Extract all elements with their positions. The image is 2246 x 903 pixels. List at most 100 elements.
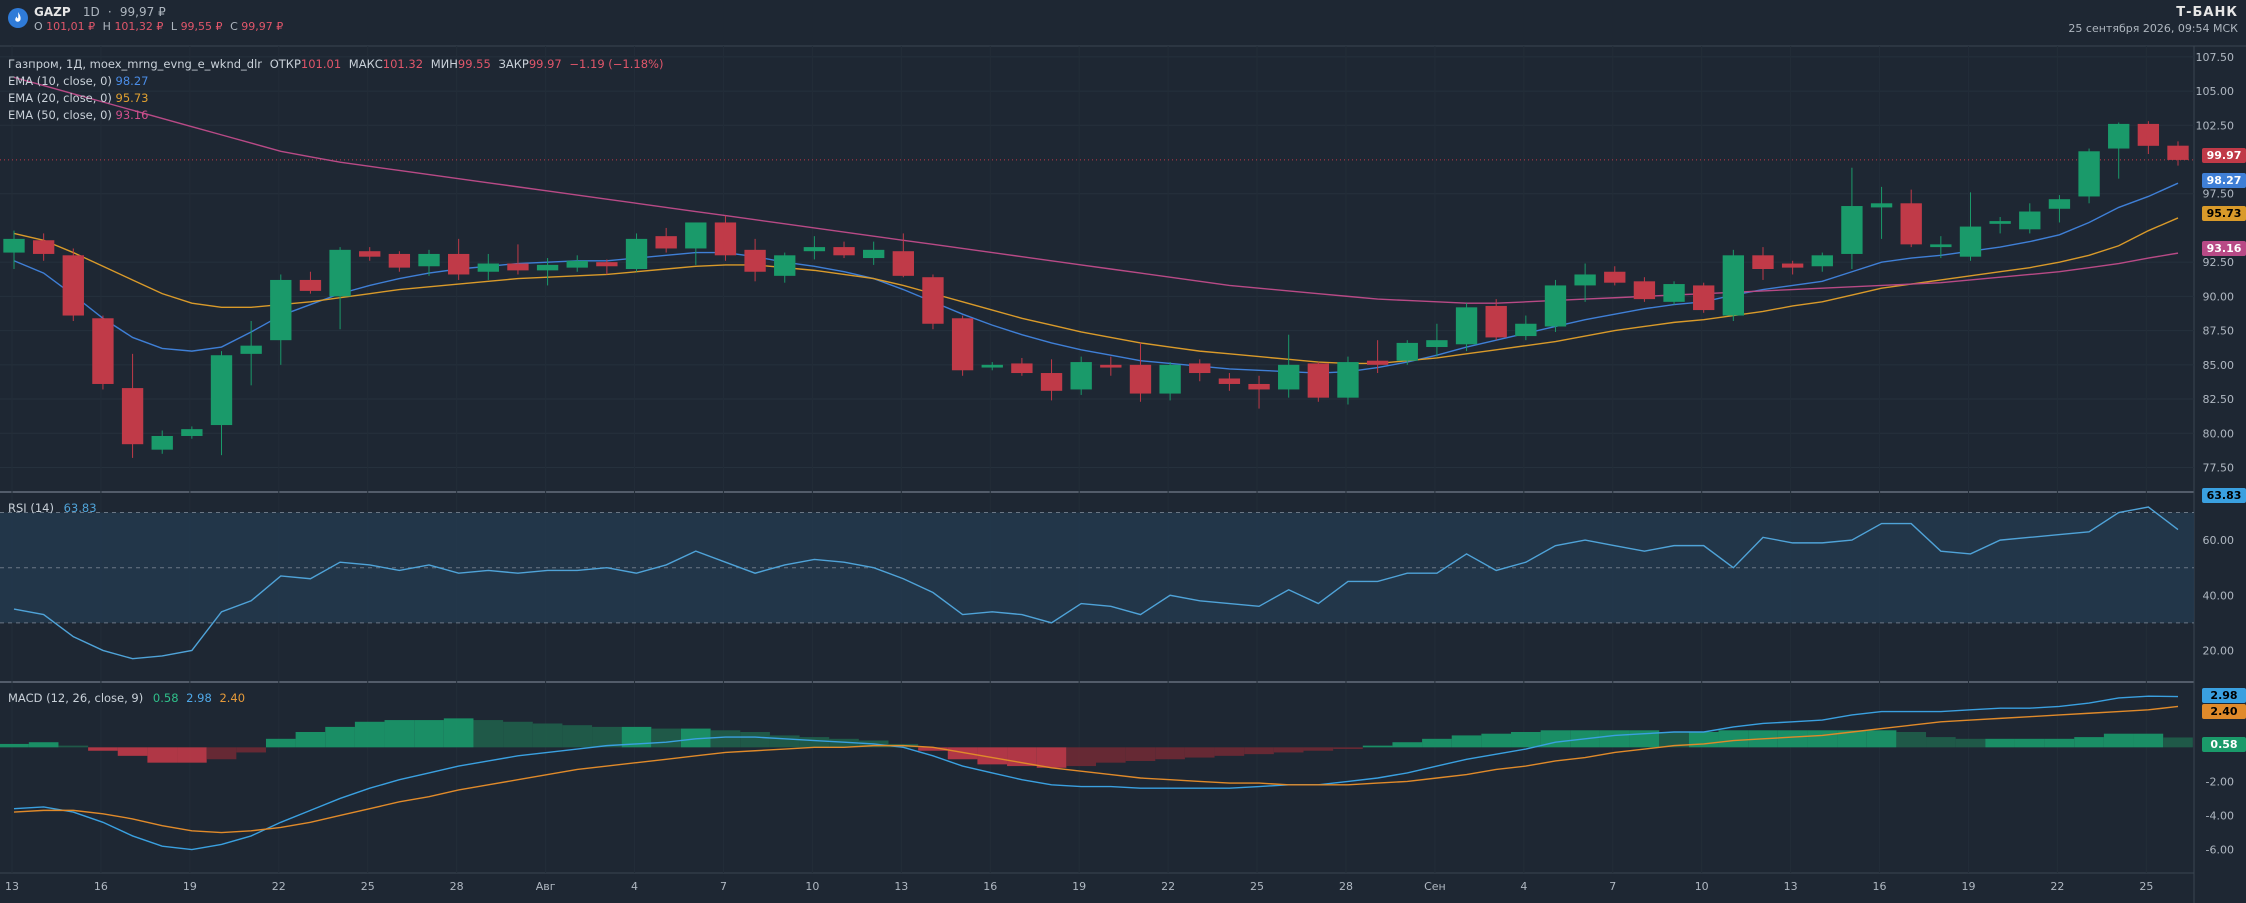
candle-body bbox=[1070, 362, 1092, 390]
macd-histogram-bar bbox=[1926, 737, 1956, 748]
legend-change: −1.19 (−1.18%) bbox=[569, 57, 664, 71]
price-tick-label: 80.00 bbox=[2203, 427, 2235, 440]
interval[interactable]: 1D bbox=[82, 5, 100, 19]
candle-body bbox=[774, 255, 796, 276]
macd-legend[interactable]: MACD (12, 26, close, 9) 0.58 2.98 2.40 bbox=[8, 691, 246, 705]
macd-histogram-bar bbox=[1481, 733, 1512, 748]
macd-histogram-bar bbox=[265, 738, 296, 748]
candle-body bbox=[744, 249, 766, 272]
candle-body bbox=[477, 263, 499, 272]
candle-body bbox=[1604, 271, 1626, 283]
candle-body bbox=[1040, 373, 1063, 391]
macd-signal-line bbox=[13, 705, 2179, 834]
macd-histogram-bar bbox=[1333, 747, 1363, 750]
ema50-value: 93.16 bbox=[115, 108, 149, 122]
macd-histogram-bar bbox=[1422, 738, 1452, 748]
candle-body bbox=[1870, 203, 1893, 208]
open-value: 101,01 ₽ bbox=[46, 20, 96, 33]
macd-histogram-bar bbox=[710, 730, 741, 748]
time-tick-label: 19 bbox=[1961, 880, 1975, 893]
high-value: 101,32 ₽ bbox=[114, 20, 164, 33]
candle-body bbox=[892, 251, 914, 276]
macd-histogram-bar bbox=[1718, 730, 1749, 748]
candle-body bbox=[1366, 360, 1389, 365]
price-tick-label: 102.50 bbox=[2196, 119, 2235, 132]
macd-histogram-bar bbox=[621, 726, 652, 748]
time-tick-label: 28 bbox=[450, 880, 464, 893]
app-logo bbox=[8, 8, 28, 28]
candle-body bbox=[1278, 364, 1300, 390]
candle-body bbox=[1159, 364, 1181, 394]
time-tick-label: 10 bbox=[1695, 880, 1709, 893]
macd-histogram-bar bbox=[1392, 742, 1423, 748]
instrument-name[interactable]: Газпром, 1Д, moex_mrng_evng_e_wknd_dlr bbox=[8, 57, 263, 71]
ema50-legend[interactable]: EMA (50, close, 0) 93.16 bbox=[8, 108, 149, 122]
candle-body bbox=[507, 263, 529, 271]
candle-body bbox=[625, 238, 648, 269]
candle-body bbox=[151, 435, 173, 450]
candle-body bbox=[210, 355, 233, 426]
ticker[interactable]: GAZP bbox=[34, 5, 71, 19]
candle-body bbox=[862, 249, 885, 259]
candle-body bbox=[1781, 263, 1804, 268]
candle-body bbox=[1722, 255, 1745, 316]
main-legend: Газпром, 1Д, moex_mrng_evng_e_wknd_dlr О… bbox=[8, 57, 664, 71]
macd-histogram-bar bbox=[799, 737, 830, 748]
macd-histogram-bar bbox=[354, 721, 385, 748]
macd-line bbox=[13, 695, 2179, 851]
candle-body bbox=[418, 253, 440, 267]
macd-histogram-bar bbox=[2074, 737, 2104, 748]
macd-signal-value: 2.40 bbox=[219, 691, 246, 705]
ema20-legend[interactable]: EMA (20, close, 0) 95.73 bbox=[8, 91, 149, 105]
macd-histogram-bar bbox=[1511, 732, 1541, 748]
ema20-tag: 95.73 bbox=[2202, 206, 2246, 221]
macd-histogram-bar bbox=[2133, 733, 2164, 748]
candle-body bbox=[1752, 255, 1774, 269]
macd-histogram-bar bbox=[443, 718, 474, 748]
macd-tick-label: -6.00 bbox=[2206, 844, 2234, 857]
macd-histogram-bar bbox=[1866, 730, 1897, 748]
time-tick-label: 19 bbox=[1072, 880, 1086, 893]
macd-histogram-bar bbox=[1837, 730, 1867, 748]
time-tick-label: 19 bbox=[183, 880, 197, 893]
time-tick-label: 13 bbox=[894, 880, 908, 893]
candle-body bbox=[2048, 199, 2071, 209]
macd-histogram-bar bbox=[1896, 732, 1927, 748]
time-tick-label: 16 bbox=[94, 880, 108, 893]
time-tick-label: 13 bbox=[5, 880, 19, 893]
time-tick-label: 25 bbox=[361, 880, 375, 893]
price-tick-label: 90.00 bbox=[2203, 290, 2235, 303]
macd-histogram-bar bbox=[1955, 738, 1986, 748]
macd-histogram-bar bbox=[1096, 747, 1126, 763]
time-tick-label: Авг bbox=[536, 880, 556, 893]
last-price-tag: 99.97 bbox=[2202, 148, 2246, 163]
candle-body bbox=[2137, 123, 2160, 146]
macd-histogram-bar bbox=[236, 747, 266, 753]
macd-histogram-bar bbox=[325, 726, 355, 748]
candle-body bbox=[1515, 323, 1537, 337]
candle-body bbox=[62, 255, 84, 316]
macd-histogram-bar bbox=[88, 747, 118, 751]
macd-histogram-bar bbox=[592, 726, 622, 748]
macd-histogram-bar bbox=[1362, 745, 1393, 748]
macd-histogram-bar bbox=[532, 723, 563, 748]
candle-body bbox=[1693, 285, 1715, 311]
candle-body bbox=[2078, 151, 2100, 197]
candle-body bbox=[1248, 383, 1270, 390]
ema10-tag: 98.27 bbox=[2202, 173, 2246, 188]
candle-body bbox=[1989, 221, 2011, 224]
rsi-legend[interactable]: RSI (14) 63.83 bbox=[8, 501, 97, 515]
candle-body bbox=[951, 318, 974, 371]
ema10-legend[interactable]: EMA (10, close, 0) 98.27 bbox=[8, 74, 149, 88]
price-tick-label: 87.50 bbox=[2203, 325, 2235, 338]
macd-histogram-bar bbox=[295, 732, 326, 748]
legend-high: 101.32 bbox=[382, 57, 424, 71]
price-tick-label: 105.00 bbox=[2196, 85, 2235, 98]
macd-histogram-bar bbox=[2103, 733, 2134, 748]
datetime: 25 сентября 2026, 09:54 МСК bbox=[2068, 22, 2238, 35]
candle-body bbox=[121, 388, 144, 445]
time-tick-label: 7 bbox=[1609, 880, 1616, 893]
macd-histogram-bar bbox=[2163, 737, 2193, 748]
macd-histogram-bar bbox=[947, 747, 978, 760]
